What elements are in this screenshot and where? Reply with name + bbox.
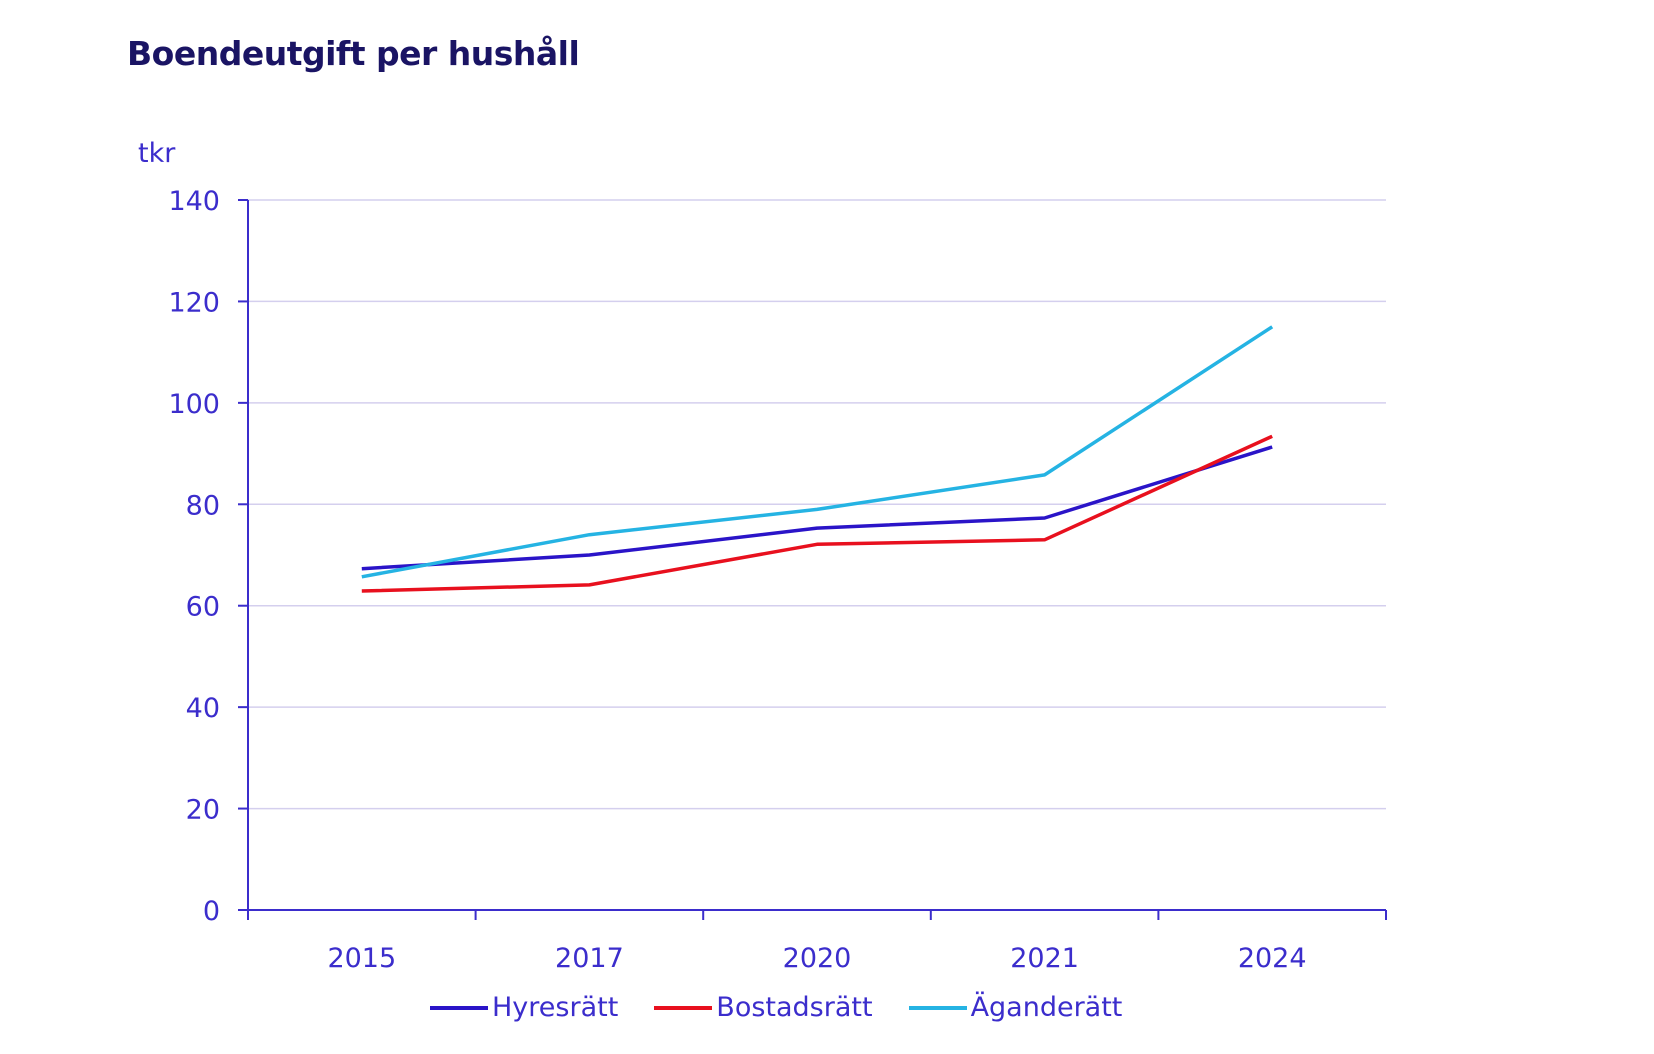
y-tick-label-60: 60 <box>186 592 220 623</box>
legend-label-hyresratt: Hyresrätt <box>492 992 619 1023</box>
legend-swatch-hyresratt <box>430 1005 488 1010</box>
series-line-hyresratt <box>361 445 1273 571</box>
y-axis-unit-label: tkr <box>138 138 176 169</box>
x-tick-label-2021: 2021 <box>1010 943 1079 974</box>
legend-label-aganderatt: Äganderätt <box>970 992 1123 1023</box>
chart-title: Boendeutgift per hushåll <box>127 34 580 73</box>
grid-lines <box>248 199 1386 810</box>
x-tick-label-2020: 2020 <box>783 943 852 974</box>
axes <box>238 199 1387 920</box>
x-tick-label-2015: 2015 <box>327 943 396 974</box>
legend-item-aganderatt: Äganderätt <box>908 992 1123 1023</box>
series-line-aganderatt <box>361 325 1274 579</box>
y-tick-label-140: 140 <box>168 186 220 217</box>
legend-swatch-aganderatt <box>908 1005 967 1010</box>
y-tick-label-0: 0 <box>203 896 220 927</box>
legend-swatch-bostadsratt <box>654 1005 713 1010</box>
y-tick-label-80: 80 <box>186 490 220 521</box>
y-tick-label-100: 100 <box>168 389 220 420</box>
y-tick-label-40: 40 <box>186 693 220 724</box>
x-tick-label-2017: 2017 <box>555 943 624 974</box>
series-line-bostadsratt <box>361 434 1273 593</box>
legend-item-bostadsratt: Bostadsrätt <box>654 992 873 1023</box>
y-tick-label-20: 20 <box>186 795 220 826</box>
x-tick-label-2024: 2024 <box>1238 943 1307 974</box>
tick-labels: 0 20 40 60 80 100 120 140 2015 2017 2020 2021 2024 <box>168 186 1306 974</box>
y-tick-label-120: 120 <box>168 287 220 318</box>
legend: Hyresrätt Bostadsrätt Äganderätt <box>430 992 1158 1023</box>
series-lines <box>361 325 1274 593</box>
legend-item-hyresratt: Hyresrätt <box>430 992 618 1023</box>
legend-label-bostadsratt: Bostadsrätt <box>716 992 873 1023</box>
